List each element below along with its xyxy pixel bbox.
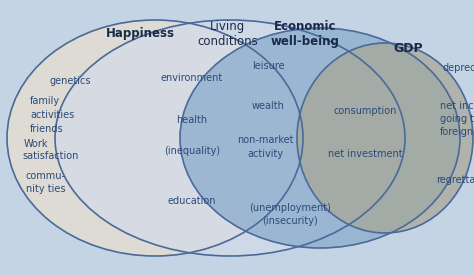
Text: foreigners: foreigners [440,127,474,137]
Text: Living
conditions: Living conditions [198,20,258,48]
Text: satisfaction: satisfaction [22,151,78,161]
Ellipse shape [180,28,460,248]
Text: commu-: commu- [26,171,66,181]
Text: genetics: genetics [50,76,91,86]
Ellipse shape [55,20,405,256]
Text: GDP: GDP [393,41,423,54]
Text: net investment: net investment [328,149,402,159]
Ellipse shape [7,20,303,256]
Text: going to: going to [440,114,474,124]
Text: friends: friends [30,124,64,134]
Text: Work: Work [24,139,48,149]
Text: environment: environment [161,73,223,83]
Text: activity: activity [247,149,283,159]
Text: (insecurity): (insecurity) [262,216,318,226]
Text: non-market: non-market [237,135,293,145]
Text: wealth: wealth [252,101,284,111]
Text: Economic
well-being: Economic well-being [271,20,339,48]
Text: net income: net income [440,101,474,111]
Text: Happiness: Happiness [106,28,174,41]
Text: leisure: leisure [252,61,284,71]
Ellipse shape [297,43,473,233]
Text: family: family [30,96,60,106]
Text: (unemployment): (unemployment) [249,203,331,213]
Text: activities: activities [30,110,74,120]
Text: (inequality): (inequality) [164,146,220,156]
Text: regrettables: regrettables [436,175,474,185]
Text: depreciation: depreciation [443,63,474,73]
Text: education: education [168,196,216,206]
Text: health: health [176,115,208,125]
Text: consumption: consumption [333,106,397,116]
Text: nity ties: nity ties [26,184,65,194]
